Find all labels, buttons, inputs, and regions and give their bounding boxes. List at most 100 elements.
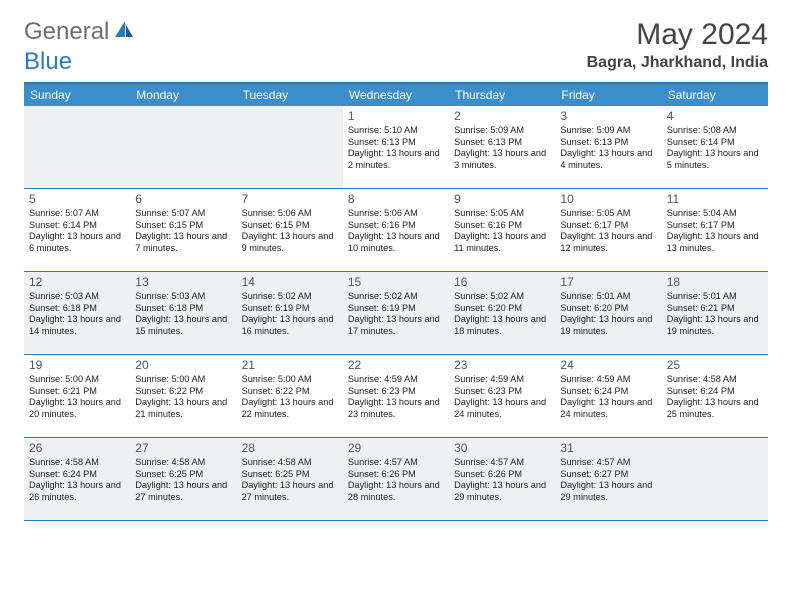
day-number: 5 <box>29 192 125 207</box>
day-details: Sunrise: 5:09 AMSunset: 6:13 PMDaylight:… <box>560 125 656 171</box>
day-cell: 31Sunrise: 4:57 AMSunset: 6:27 PMDayligh… <box>555 438 661 520</box>
day-details: Sunrise: 5:00 AMSunset: 6:22 PMDaylight:… <box>135 374 231 420</box>
title-block: May 2024 Bagra, Jharkhand, India <box>587 18 768 72</box>
day-details: Sunrise: 5:01 AMSunset: 6:20 PMDaylight:… <box>560 291 656 337</box>
day-number: 27 <box>135 441 231 456</box>
location: Bagra, Jharkhand, India <box>587 54 768 72</box>
day-cell: 21Sunrise: 5:00 AMSunset: 6:22 PMDayligh… <box>237 355 343 437</box>
day-number: 9 <box>454 192 550 207</box>
day-details: Sunrise: 5:01 AMSunset: 6:21 PMDaylight:… <box>667 291 763 337</box>
day-number: 28 <box>242 441 338 456</box>
day-details: Sunrise: 4:58 AMSunset: 6:25 PMDaylight:… <box>135 457 231 503</box>
day-cell: 13Sunrise: 5:03 AMSunset: 6:18 PMDayligh… <box>130 272 236 354</box>
day-header: Tuesday <box>237 84 343 106</box>
day-details: Sunrise: 5:02 AMSunset: 6:19 PMDaylight:… <box>348 291 444 337</box>
logo-text-general: General <box>24 18 109 46</box>
day-details: Sunrise: 4:57 AMSunset: 6:27 PMDaylight:… <box>560 457 656 503</box>
day-cell: 25Sunrise: 4:58 AMSunset: 6:24 PMDayligh… <box>662 355 768 437</box>
day-number: 24 <box>560 358 656 373</box>
day-number: 14 <box>242 275 338 290</box>
day-cell: 29Sunrise: 4:57 AMSunset: 6:26 PMDayligh… <box>343 438 449 520</box>
day-number: 31 <box>560 441 656 456</box>
day-details: Sunrise: 5:04 AMSunset: 6:17 PMDaylight:… <box>667 208 763 254</box>
header: General May 2024 Bagra, Jharkhand, India <box>0 0 792 78</box>
day-cell: 18Sunrise: 5:01 AMSunset: 6:21 PMDayligh… <box>662 272 768 354</box>
day-cell: 14Sunrise: 5:02 AMSunset: 6:19 PMDayligh… <box>237 272 343 354</box>
day-details: Sunrise: 4:58 AMSunset: 6:24 PMDaylight:… <box>667 374 763 420</box>
logo-blue-wrap: Blue <box>24 48 72 76</box>
day-details: Sunrise: 5:03 AMSunset: 6:18 PMDaylight:… <box>29 291 125 337</box>
day-number: 18 <box>667 275 763 290</box>
day-details: Sunrise: 5:07 AMSunset: 6:15 PMDaylight:… <box>135 208 231 254</box>
day-details: Sunrise: 5:05 AMSunset: 6:16 PMDaylight:… <box>454 208 550 254</box>
day-details: Sunrise: 5:08 AMSunset: 6:14 PMDaylight:… <box>667 125 763 171</box>
logo-text-blue: Blue <box>24 48 72 75</box>
day-details: Sunrise: 5:02 AMSunset: 6:20 PMDaylight:… <box>454 291 550 337</box>
week-row: 5Sunrise: 5:07 AMSunset: 6:14 PMDaylight… <box>24 189 768 272</box>
day-number: 10 <box>560 192 656 207</box>
sail-icon <box>113 19 135 46</box>
day-cell: 27Sunrise: 4:58 AMSunset: 6:25 PMDayligh… <box>130 438 236 520</box>
day-details: Sunrise: 4:59 AMSunset: 6:23 PMDaylight:… <box>348 374 444 420</box>
day-details: Sunrise: 5:06 AMSunset: 6:16 PMDaylight:… <box>348 208 444 254</box>
day-number: 15 <box>348 275 444 290</box>
day-cell: 5Sunrise: 5:07 AMSunset: 6:14 PMDaylight… <box>24 189 130 271</box>
day-number: 26 <box>29 441 125 456</box>
day-details: Sunrise: 5:06 AMSunset: 6:15 PMDaylight:… <box>242 208 338 254</box>
day-cell: 6Sunrise: 5:07 AMSunset: 6:15 PMDaylight… <box>130 189 236 271</box>
day-number: 4 <box>667 109 763 124</box>
day-cell <box>662 438 768 520</box>
day-cell: 20Sunrise: 5:00 AMSunset: 6:22 PMDayligh… <box>130 355 236 437</box>
day-details: Sunrise: 5:07 AMSunset: 6:14 PMDaylight:… <box>29 208 125 254</box>
day-number: 8 <box>348 192 444 207</box>
day-number: 2 <box>454 109 550 124</box>
day-details: Sunrise: 5:05 AMSunset: 6:17 PMDaylight:… <box>560 208 656 254</box>
day-header: Thursday <box>449 84 555 106</box>
day-details: Sunrise: 5:10 AMSunset: 6:13 PMDaylight:… <box>348 125 444 171</box>
day-details: Sunrise: 4:57 AMSunset: 6:26 PMDaylight:… <box>454 457 550 503</box>
day-number: 30 <box>454 441 550 456</box>
day-header: Sunday <box>24 84 130 106</box>
day-cell: 26Sunrise: 4:58 AMSunset: 6:24 PMDayligh… <box>24 438 130 520</box>
day-cell: 22Sunrise: 4:59 AMSunset: 6:23 PMDayligh… <box>343 355 449 437</box>
day-cell: 23Sunrise: 4:59 AMSunset: 6:23 PMDayligh… <box>449 355 555 437</box>
day-cell <box>24 106 130 188</box>
day-number: 25 <box>667 358 763 373</box>
day-header: Wednesday <box>343 84 449 106</box>
day-cell: 28Sunrise: 4:58 AMSunset: 6:25 PMDayligh… <box>237 438 343 520</box>
day-cell: 15Sunrise: 5:02 AMSunset: 6:19 PMDayligh… <box>343 272 449 354</box>
day-number: 20 <box>135 358 231 373</box>
day-cell: 7Sunrise: 5:06 AMSunset: 6:15 PMDaylight… <box>237 189 343 271</box>
day-cell: 17Sunrise: 5:01 AMSunset: 6:20 PMDayligh… <box>555 272 661 354</box>
day-details: Sunrise: 5:00 AMSunset: 6:21 PMDaylight:… <box>29 374 125 420</box>
day-cell: 19Sunrise: 5:00 AMSunset: 6:21 PMDayligh… <box>24 355 130 437</box>
day-number: 13 <box>135 275 231 290</box>
day-number: 17 <box>560 275 656 290</box>
day-header: Friday <box>555 84 661 106</box>
day-number: 7 <box>242 192 338 207</box>
day-cell: 10Sunrise: 5:05 AMSunset: 6:17 PMDayligh… <box>555 189 661 271</box>
day-number: 16 <box>454 275 550 290</box>
day-details: Sunrise: 4:59 AMSunset: 6:23 PMDaylight:… <box>454 374 550 420</box>
day-cell: 30Sunrise: 4:57 AMSunset: 6:26 PMDayligh… <box>449 438 555 520</box>
day-details: Sunrise: 4:58 AMSunset: 6:24 PMDaylight:… <box>29 457 125 503</box>
day-number: 29 <box>348 441 444 456</box>
day-cell <box>237 106 343 188</box>
day-header: Monday <box>130 84 236 106</box>
day-cell <box>130 106 236 188</box>
day-number: 19 <box>29 358 125 373</box>
day-header: Saturday <box>662 84 768 106</box>
week-row: 1Sunrise: 5:10 AMSunset: 6:13 PMDaylight… <box>24 106 768 189</box>
day-cell: 4Sunrise: 5:08 AMSunset: 6:14 PMDaylight… <box>662 106 768 188</box>
day-number: 6 <box>135 192 231 207</box>
day-cell: 8Sunrise: 5:06 AMSunset: 6:16 PMDaylight… <box>343 189 449 271</box>
day-cell: 1Sunrise: 5:10 AMSunset: 6:13 PMDaylight… <box>343 106 449 188</box>
week-row: 12Sunrise: 5:03 AMSunset: 6:18 PMDayligh… <box>24 272 768 355</box>
day-number: 12 <box>29 275 125 290</box>
day-number: 21 <box>242 358 338 373</box>
day-details: Sunrise: 5:02 AMSunset: 6:19 PMDaylight:… <box>242 291 338 337</box>
day-number: 22 <box>348 358 444 373</box>
day-cell: 12Sunrise: 5:03 AMSunset: 6:18 PMDayligh… <box>24 272 130 354</box>
day-cell: 9Sunrise: 5:05 AMSunset: 6:16 PMDaylight… <box>449 189 555 271</box>
day-details: Sunrise: 5:03 AMSunset: 6:18 PMDaylight:… <box>135 291 231 337</box>
